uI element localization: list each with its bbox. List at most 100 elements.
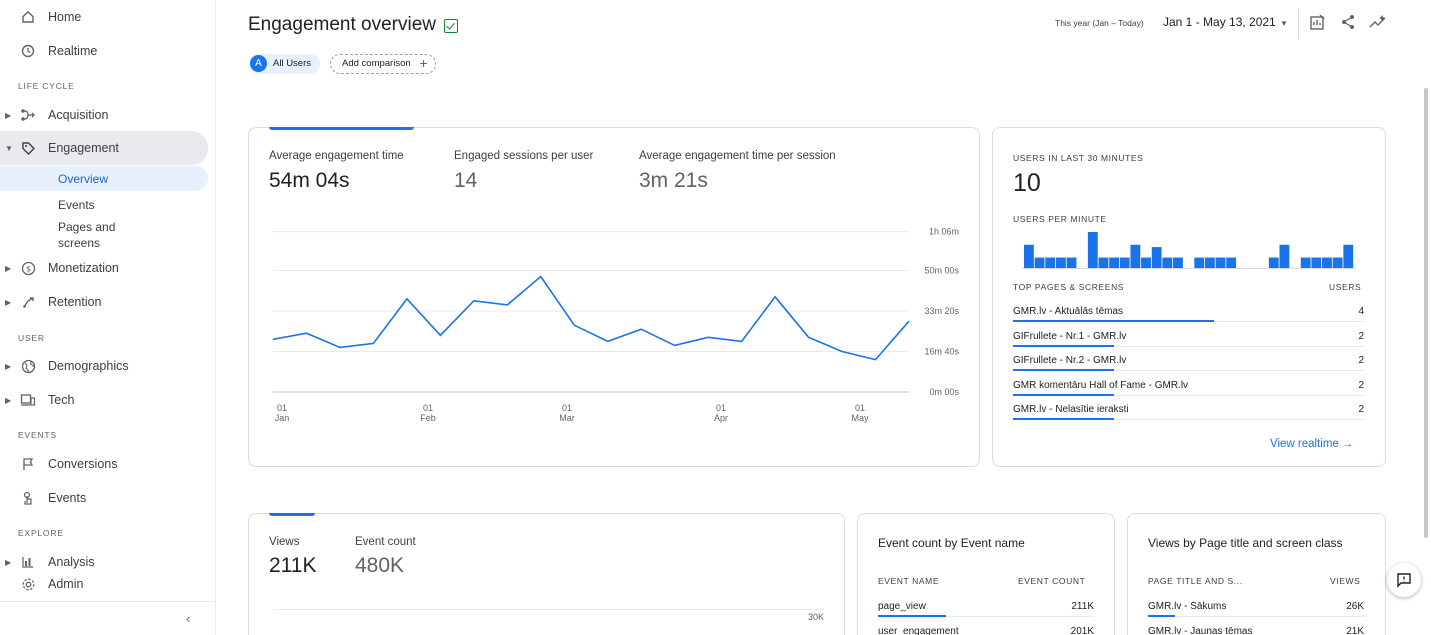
sidebar-item-events-sub[interactable]: Events <box>58 198 95 212</box>
row-value: 2 <box>1358 330 1364 342</box>
header-divider <box>1298 9 1299 39</box>
metric-value-event-count[interactable]: 480K <box>355 554 405 577</box>
sidebar-item-label: Realtime <box>48 44 98 58</box>
caret-right-icon: ▶ <box>5 263 12 273</box>
row-label: GMR.lv - Aktuālās tēmas <box>1013 306 1124 317</box>
sidebar-item-label: Demographics <box>48 359 129 373</box>
row-share-bar <box>1148 615 1175 617</box>
metric-value-views[interactable]: 211K <box>269 554 317 577</box>
row-label: page_view <box>878 601 926 612</box>
metric-label-engaged-sessions[interactable]: Engaged sessions per user <box>454 150 594 162</box>
add-comparison-label: Add comparison <box>342 58 411 69</box>
sidebar-item-overview[interactable]: Overview <box>58 172 109 186</box>
y-tick-label: 50m 00s <box>924 265 959 275</box>
minute-bar <box>1098 257 1109 268</box>
row-label: GMR.lv - Nelasītie ieraksti <box>1013 404 1129 415</box>
minute-bar <box>1268 257 1279 268</box>
row-value: 2 <box>1358 355 1364 366</box>
x-tick-month: Jan <box>275 413 290 423</box>
gear-icon <box>19 575 37 593</box>
sidebar-item-pages-line2[interactable]: screens <box>58 236 101 250</box>
y-tick-label: 30K <box>807 612 824 622</box>
row-value: 201K <box>1070 626 1094 635</box>
metric-value-engaged-sessions[interactable]: 14 <box>454 169 478 192</box>
column-header-event-name: EVENT NAME <box>878 576 940 586</box>
flag-icon <box>19 455 37 473</box>
globe-icon <box>19 357 37 375</box>
metric-label-views[interactable]: Views <box>269 536 300 548</box>
sidebar-item-label: Events <box>48 491 87 505</box>
section-label-events: EVENTS <box>18 430 57 440</box>
segment-chip-all-users[interactable]: All Users <box>249 54 321 74</box>
users-per-minute-label: USERS PER MINUTE <box>1013 214 1107 224</box>
metric-label-avg-engagement[interactable]: Average engagement time <box>269 150 404 162</box>
share-icon[interactable] <box>1338 12 1358 32</box>
view-realtime-link[interactable]: View realtime → <box>1270 438 1354 450</box>
sidebar-item-label: Retention <box>48 295 102 309</box>
minute-bar <box>1226 257 1237 268</box>
svg-text:$: $ <box>25 264 30 273</box>
sidebar-item-label: Home <box>48 10 82 24</box>
metric-value-avg-time-per-session[interactable]: 3m 21s <box>639 169 708 192</box>
x-tick-month: Mar <box>559 413 575 423</box>
selected-metric-indicator <box>269 513 315 516</box>
row-divider <box>1013 345 1364 347</box>
y-tick-label: 33m 20s <box>924 306 959 316</box>
feedback-icon <box>1397 573 1411 588</box>
row-divider <box>1013 394 1364 396</box>
top-pages-label: TOP PAGES & SCREENS <box>1013 282 1125 292</box>
caret-right-icon: ▶ <box>5 557 12 567</box>
sidebar-divider <box>0 601 216 602</box>
minute-bar <box>1024 244 1034 268</box>
caret-right-icon: ▶ <box>5 297 12 307</box>
dropdown-arrow-icon[interactable]: ▼ <box>1280 19 1288 28</box>
series-line <box>272 275 910 361</box>
sidebar-item-label: Tech <box>48 393 75 407</box>
x-tick-month: Feb <box>420 413 436 423</box>
section-label-lifecycle: LIFE CYCLE <box>18 81 75 91</box>
retention-icon <box>19 293 37 311</box>
date-range-picker[interactable]: Jan 1 - May 13, 2021 <box>1163 15 1276 29</box>
add-comparison-button[interactable]: Add comparison + <box>330 54 436 74</box>
users-30-min-label: USERS IN LAST 30 MINUTES <box>1013 153 1144 163</box>
engagement-card: Average engagement time 54m 04s Engaged … <box>248 127 980 467</box>
scrollbar[interactable] <box>1424 88 1428 538</box>
metric-value-avg-engagement[interactable]: 54m 04s <box>269 169 350 192</box>
plus-icon: + <box>419 55 428 71</box>
row-share-bar <box>1013 369 1114 371</box>
x-tick-day: 01 <box>423 403 433 413</box>
metric-label-avg-time-per-session[interactable]: Average engagement time per session <box>639 150 836 162</box>
x-tick-day: 01 <box>562 403 572 413</box>
collapse-sidebar-button[interactable]: ‹ <box>186 611 191 626</box>
minute-bar <box>1151 247 1162 268</box>
x-tick-month: Apr <box>714 413 728 423</box>
card-title: Event count by Event name <box>878 536 1025 550</box>
customize-report-icon[interactable] <box>1307 12 1327 32</box>
y-tick-label: 16m 40s <box>924 346 959 356</box>
caret-right-icon: ▶ <box>5 110 12 120</box>
column-header-event-count: EVENT COUNT <box>1018 576 1086 586</box>
check-report-icon[interactable] <box>444 19 458 33</box>
minute-bar <box>1109 257 1120 268</box>
column-header-views: VIEWS <box>1330 576 1361 586</box>
minute-bar <box>1300 257 1311 268</box>
row-label: GMR.lv - Sākums <box>1148 601 1227 612</box>
caret-down-icon: ▼ <box>5 143 13 153</box>
section-label-explore: EXPLORE <box>18 528 64 538</box>
insights-icon[interactable] <box>1368 12 1388 32</box>
analysis-icon <box>19 553 37 571</box>
devices-icon <box>19 391 37 409</box>
column-header-page-title: PAGE TITLE AND S... <box>1148 576 1243 586</box>
feedback-button[interactable] <box>1387 563 1421 597</box>
row-value: 211K <box>1071 601 1094 612</box>
views-card: Views 211K Event count 480K 30K <box>248 513 845 635</box>
users-per-minute-chart <box>1022 232 1356 269</box>
sidebar-item-pages-line1[interactable]: Pages and <box>58 220 116 234</box>
active-highlight <box>0 131 208 165</box>
minute-bar <box>1066 257 1077 268</box>
row-value: 21K <box>1346 626 1364 635</box>
metric-label-event-count[interactable]: Event count <box>355 536 416 548</box>
clock-icon <box>19 42 37 60</box>
row-share-bar <box>1013 418 1114 420</box>
